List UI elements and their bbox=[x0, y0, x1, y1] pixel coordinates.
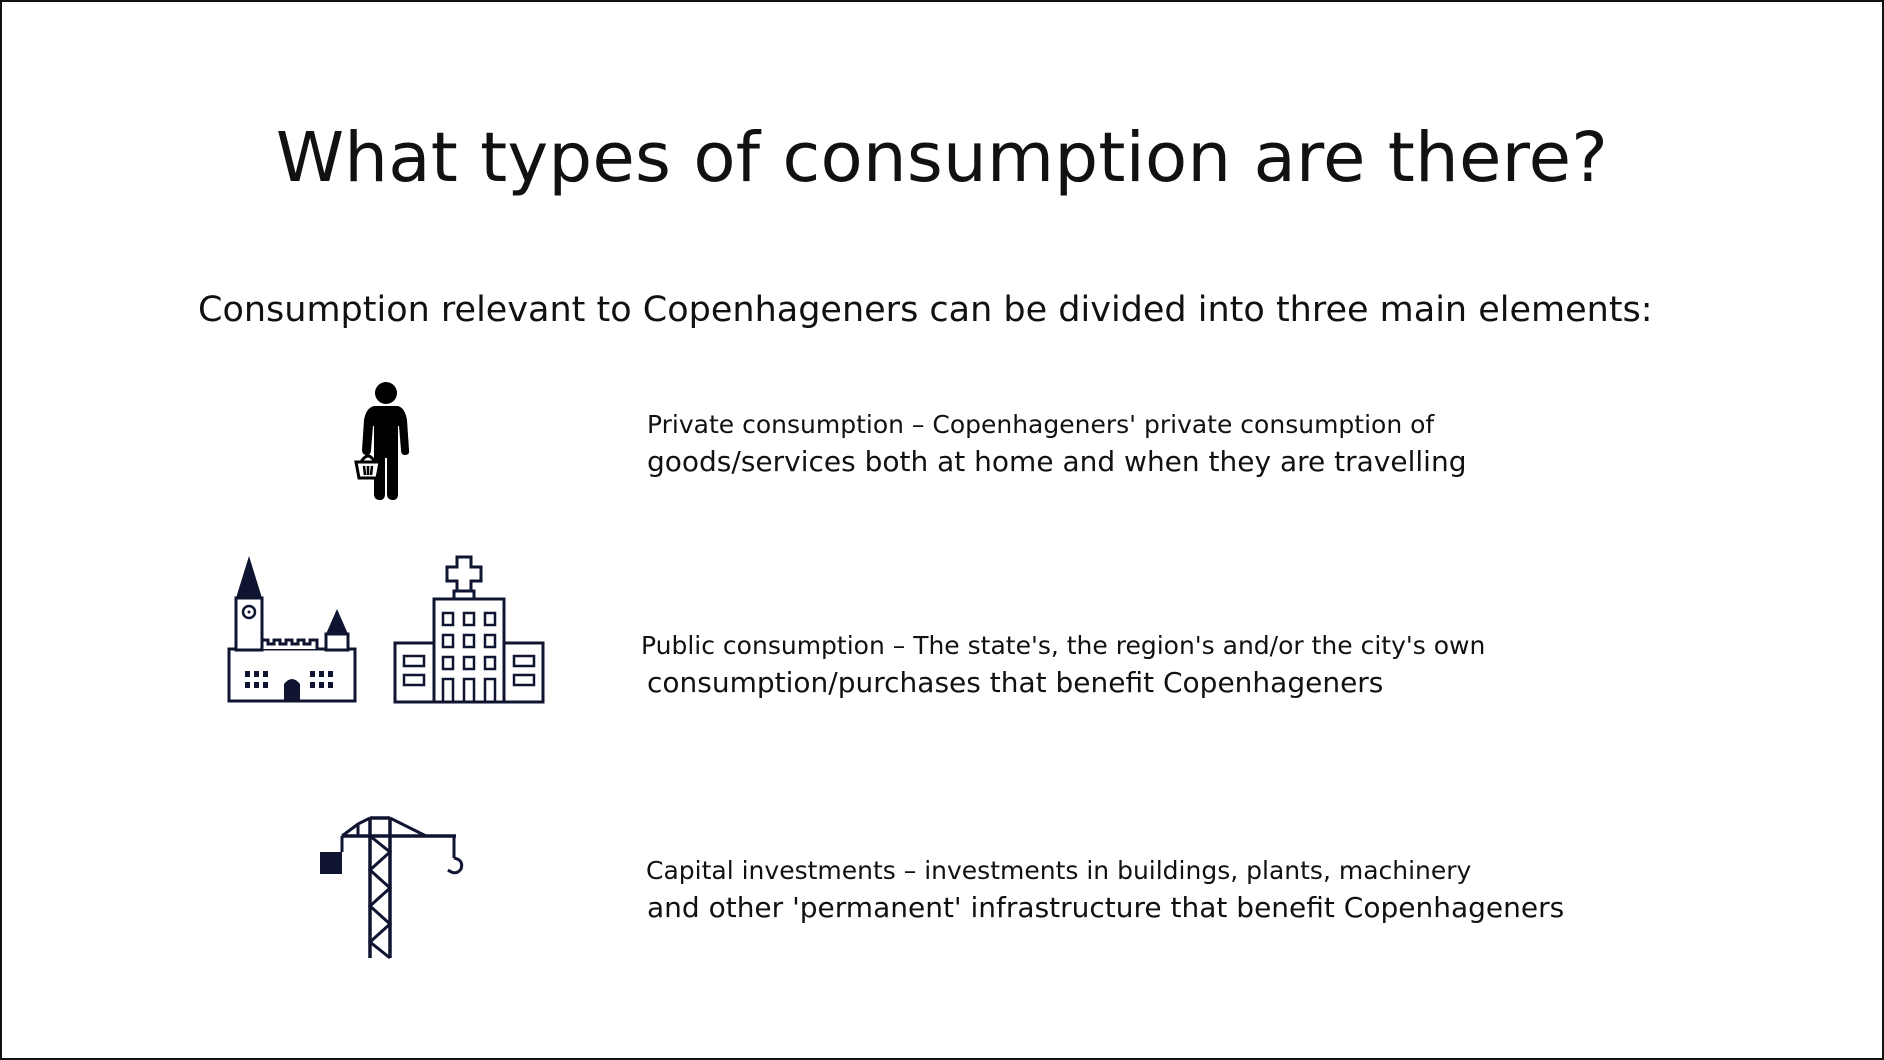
capital-investments-line1: Capital investments – investments in bui… bbox=[646, 856, 1472, 885]
public-consumption-text: Public consumption – The state's, the re… bbox=[641, 629, 1485, 703]
slide-title: What types of consumption are there? bbox=[275, 118, 1609, 198]
hospital-icon bbox=[393, 555, 545, 704]
public-consumption-line1: Public consumption – The state's, the re… bbox=[641, 631, 1486, 660]
person-with-basket-icon bbox=[354, 382, 410, 500]
private-consumption-text: Private consumption – Copenhageners' pri… bbox=[647, 408, 1466, 482]
private-consumption-line1: Private consumption – Copenhageners' pri… bbox=[647, 410, 1435, 439]
city-hall-icon bbox=[227, 556, 357, 703]
construction-crane-icon bbox=[320, 816, 464, 960]
private-consumption-line2: goods/services both at home and when the… bbox=[647, 445, 1467, 478]
capital-investments-line2: and other 'permanent' infrastructure tha… bbox=[647, 891, 1565, 924]
capital-investments-text: Capital investments – investments in bui… bbox=[646, 854, 1564, 928]
intro-text: Consumption relevant to Copenhageners ca… bbox=[198, 290, 1653, 330]
public-consumption-line2: consumption/purchases that benefit Copen… bbox=[647, 666, 1384, 699]
